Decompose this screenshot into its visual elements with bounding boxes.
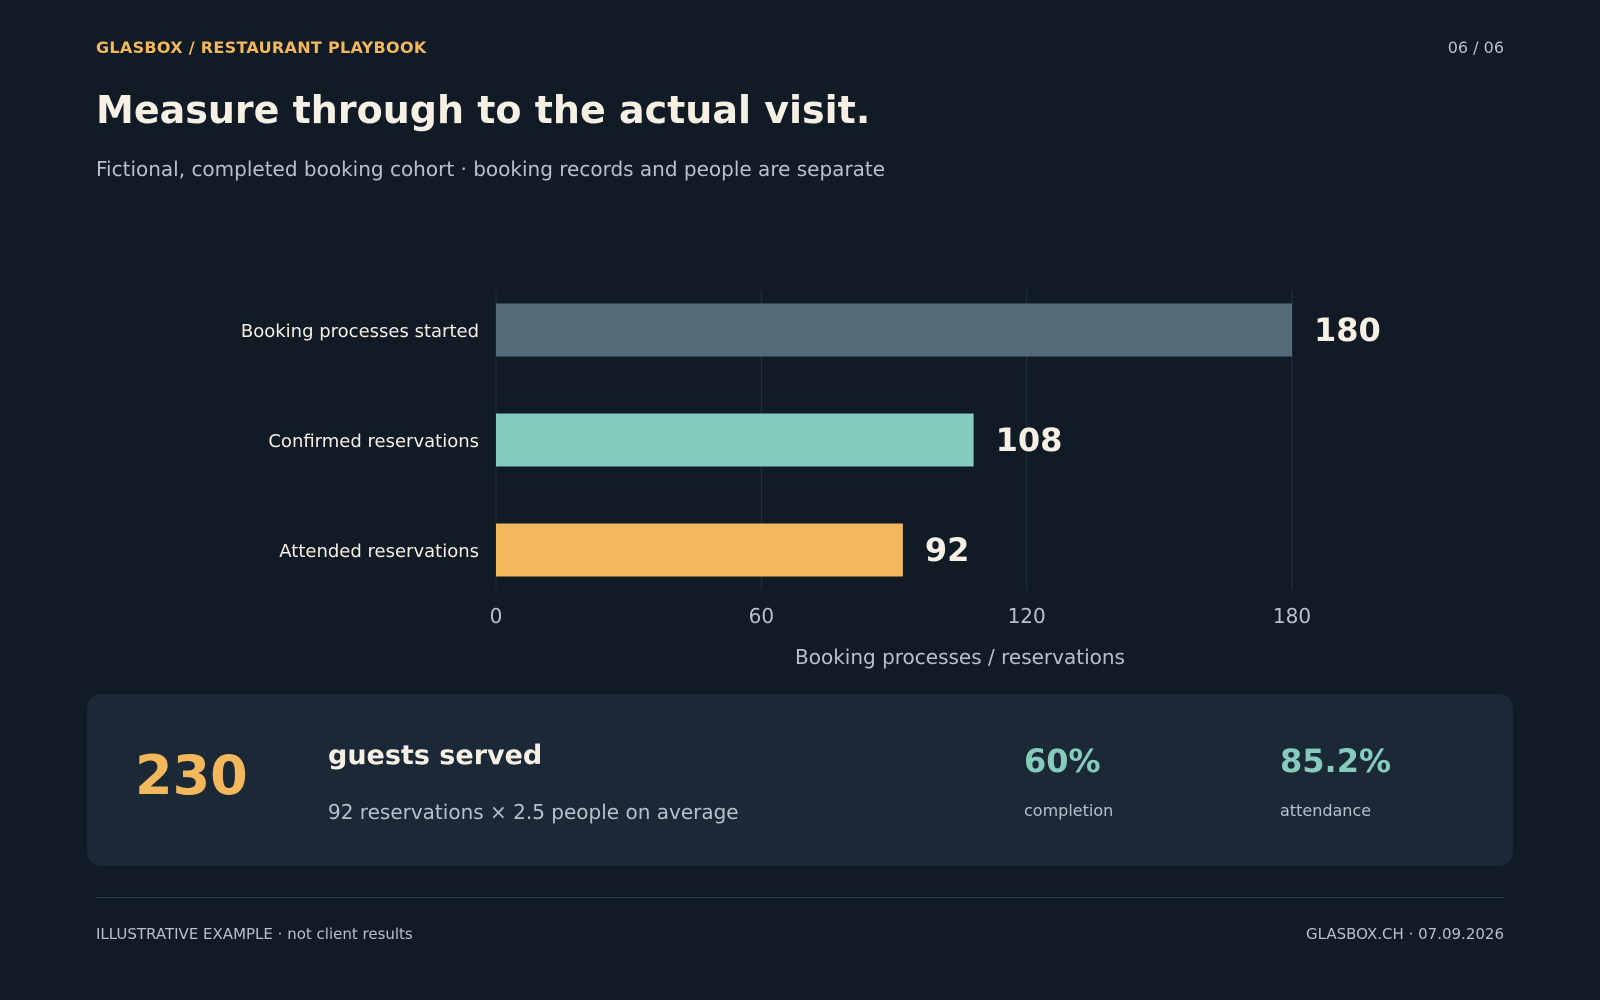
attendance-label: attendance: [1280, 801, 1372, 820]
bar-booking-processes-started: [496, 303, 1292, 357]
chart-labels: 0 60 120 180 Booking processes started 180 Con…: [241, 311, 1381, 628]
chart-bars: [496, 303, 1292, 577]
page-title: Measure through to the actual visit.: [96, 88, 871, 132]
guests-served-title: guests served: [328, 740, 543, 771]
bar-confirmed-reservations: [496, 413, 974, 467]
category-label: Attended reservations: [279, 541, 479, 562]
category-label: Confirmed reservations: [268, 431, 479, 452]
value-label: 92: [925, 531, 970, 569]
x-tick-label-120: 120: [1008, 604, 1046, 628]
guests-served-value: 230: [135, 744, 248, 807]
footer-site-date: GLASBOX.CH · 07.09.2026: [1306, 925, 1504, 943]
page-subtitle: Fictional, completed booking cohort · bo…: [96, 157, 886, 181]
completion-label: completion: [1024, 801, 1114, 820]
x-tick-label-0: 0: [490, 604, 503, 628]
attendance-value: 85.2%: [1280, 742, 1392, 780]
value-label: 180: [1314, 311, 1381, 349]
funnel-bar-chart: 0 60 120 180 Booking processes started 180 Con…: [241, 290, 1381, 669]
value-label: 108: [996, 421, 1063, 459]
x-axis-title: Booking processes / reservations: [795, 645, 1125, 669]
header-brand: GLASBOX / RESTAURANT PLAYBOOK: [96, 38, 427, 57]
completion-value: 60%: [1024, 742, 1101, 780]
page-counter: 06 / 06: [1447, 38, 1504, 57]
x-tick-label-180: 180: [1273, 604, 1311, 628]
kpi-panel: 230 guests served 92 reservations × 2.5 …: [87, 694, 1513, 866]
category-label: Booking processes started: [241, 321, 479, 342]
guests-served-description: 92 reservations × 2.5 people on average: [328, 800, 739, 824]
x-tick-label-60: 60: [749, 604, 774, 628]
footer-divider: [96, 897, 1504, 898]
footer-disclaimer: ILLUSTRATIVE EXAMPLE · not client result…: [96, 925, 413, 943]
bar-attended-reservations: [496, 523, 903, 577]
